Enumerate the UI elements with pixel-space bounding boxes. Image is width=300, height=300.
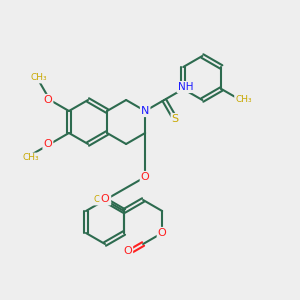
Text: S: S [172,114,179,124]
Text: O: O [44,95,52,105]
Text: N: N [141,106,149,116]
Text: O: O [141,172,149,182]
Text: O: O [158,228,167,238]
Text: CH₃: CH₃ [31,74,47,82]
Text: CH₃: CH₃ [235,95,252,104]
Text: CH₃: CH₃ [94,196,110,205]
Text: O: O [123,246,132,256]
Text: NH: NH [178,82,193,92]
Text: O: O [100,194,109,204]
Text: CH₃: CH₃ [22,154,39,163]
Text: O: O [44,139,52,149]
